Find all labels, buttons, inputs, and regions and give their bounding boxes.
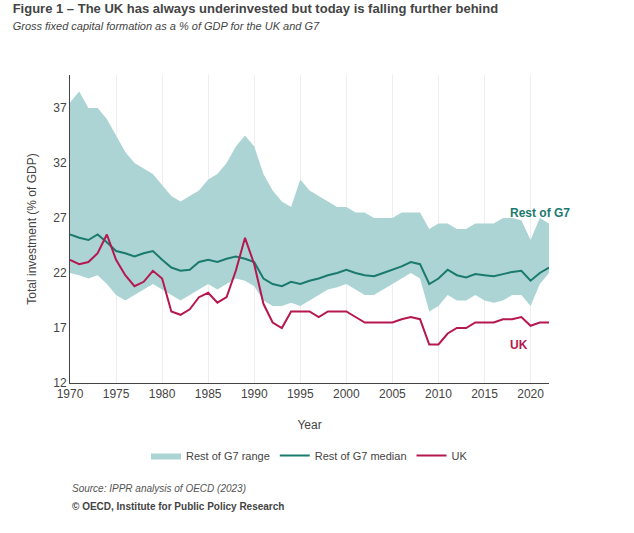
svg-text:37: 37 — [53, 101, 67, 115]
svg-text:UK: UK — [510, 338, 528, 352]
svg-text:Total investment (% of GDP): Total investment (% of GDP) — [25, 153, 39, 304]
svg-text:1970: 1970 — [57, 387, 84, 401]
svg-text:© OECD, Institute for Public P: © OECD, Institute for Public Policy Rese… — [72, 501, 284, 512]
svg-text:32: 32 — [53, 156, 67, 170]
svg-text:1995: 1995 — [287, 387, 314, 401]
svg-text:2005: 2005 — [379, 387, 406, 401]
svg-text:2015: 2015 — [471, 387, 498, 401]
svg-text:Rest of G7 median: Rest of G7 median — [315, 450, 407, 462]
svg-text:Source: IPPR analysis of OECD: Source: IPPR analysis of OECD (2023) — [72, 483, 246, 494]
svg-text:UK: UK — [452, 450, 468, 462]
svg-text:2000: 2000 — [333, 387, 360, 401]
svg-text:27: 27 — [53, 211, 67, 225]
svg-text:Rest of G7: Rest of G7 — [510, 206, 570, 220]
svg-text:2010: 2010 — [425, 387, 452, 401]
svg-text:1990: 1990 — [241, 387, 268, 401]
svg-text:1985: 1985 — [195, 387, 222, 401]
svg-text:2020: 2020 — [517, 387, 544, 401]
svg-text:1975: 1975 — [103, 387, 130, 401]
svg-text:Year: Year — [297, 418, 321, 432]
svg-text:Figure 1 – The UK has always u: Figure 1 – The UK has always underinvest… — [13, 1, 498, 32]
svg-text:17: 17 — [53, 321, 67, 335]
svg-text:1980: 1980 — [149, 387, 176, 401]
svg-text:22: 22 — [53, 266, 67, 280]
svg-text:Rest of G7 range: Rest of G7 range — [186, 450, 270, 462]
svg-text:12: 12 — [53, 376, 67, 390]
